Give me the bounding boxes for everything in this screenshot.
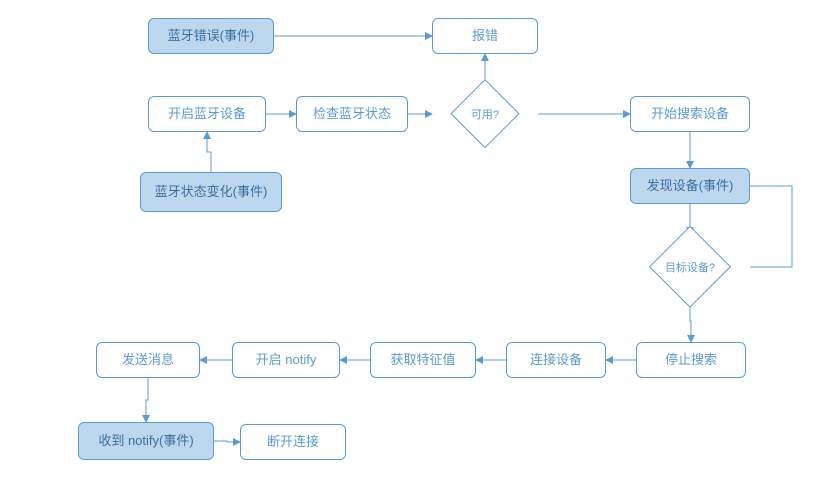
node-checkBt: 检查蓝牙状态	[296, 96, 408, 132]
node-btError: 蓝牙错误(事件)	[148, 18, 274, 54]
node-label: 连接设备	[530, 352, 582, 368]
node-getChar: 获取特征值	[370, 342, 476, 378]
node-openBt: 开启蓝牙设备	[148, 96, 266, 132]
node-target: 目标设备?	[630, 234, 750, 300]
node-label: 可用?	[471, 106, 499, 122]
node-stopScan: 停止搜索	[636, 342, 746, 378]
node-avail: 可用?	[432, 86, 538, 142]
node-label: 蓝牙状态变化(事件)	[155, 184, 268, 200]
node-label: 发现设备(事件)	[647, 178, 734, 194]
node-label: 蓝牙错误(事件)	[168, 28, 255, 44]
node-label: 目标设备?	[665, 259, 715, 275]
node-reportErr: 报错	[432, 18, 538, 54]
node-openNotify: 开启 notify	[232, 342, 340, 378]
node-label: 报错	[472, 28, 498, 44]
node-label: 收到 notify(事件)	[98, 433, 193, 449]
node-startScan: 开始搜索设备	[630, 96, 750, 132]
node-label: 检查蓝牙状态	[313, 106, 391, 122]
node-sendMsg: 发送消息	[96, 342, 200, 378]
flowchart-canvas: 蓝牙错误(事件) 报错开启蓝牙设备 检查蓝牙状态 可用? 开始搜索设备蓝牙状态变化(事件…	[0, 0, 834, 500]
node-label: 开始搜索设备	[651, 106, 729, 122]
node-label: 停止搜索	[665, 352, 717, 368]
node-label: 发送消息	[122, 352, 174, 368]
node-label: 断开连接	[267, 434, 319, 450]
node-found: 发现设备(事件)	[630, 168, 750, 204]
node-disconnect: 断开连接	[240, 424, 346, 460]
node-label: 开启 notify	[256, 352, 317, 368]
node-connect: 连接设备	[506, 342, 606, 378]
node-recvNotify: 收到 notify(事件)	[78, 422, 214, 460]
node-btState: 蓝牙状态变化(事件)	[140, 172, 282, 212]
node-label: 开启蓝牙设备	[168, 106, 246, 122]
node-label: 获取特征值	[390, 352, 455, 368]
